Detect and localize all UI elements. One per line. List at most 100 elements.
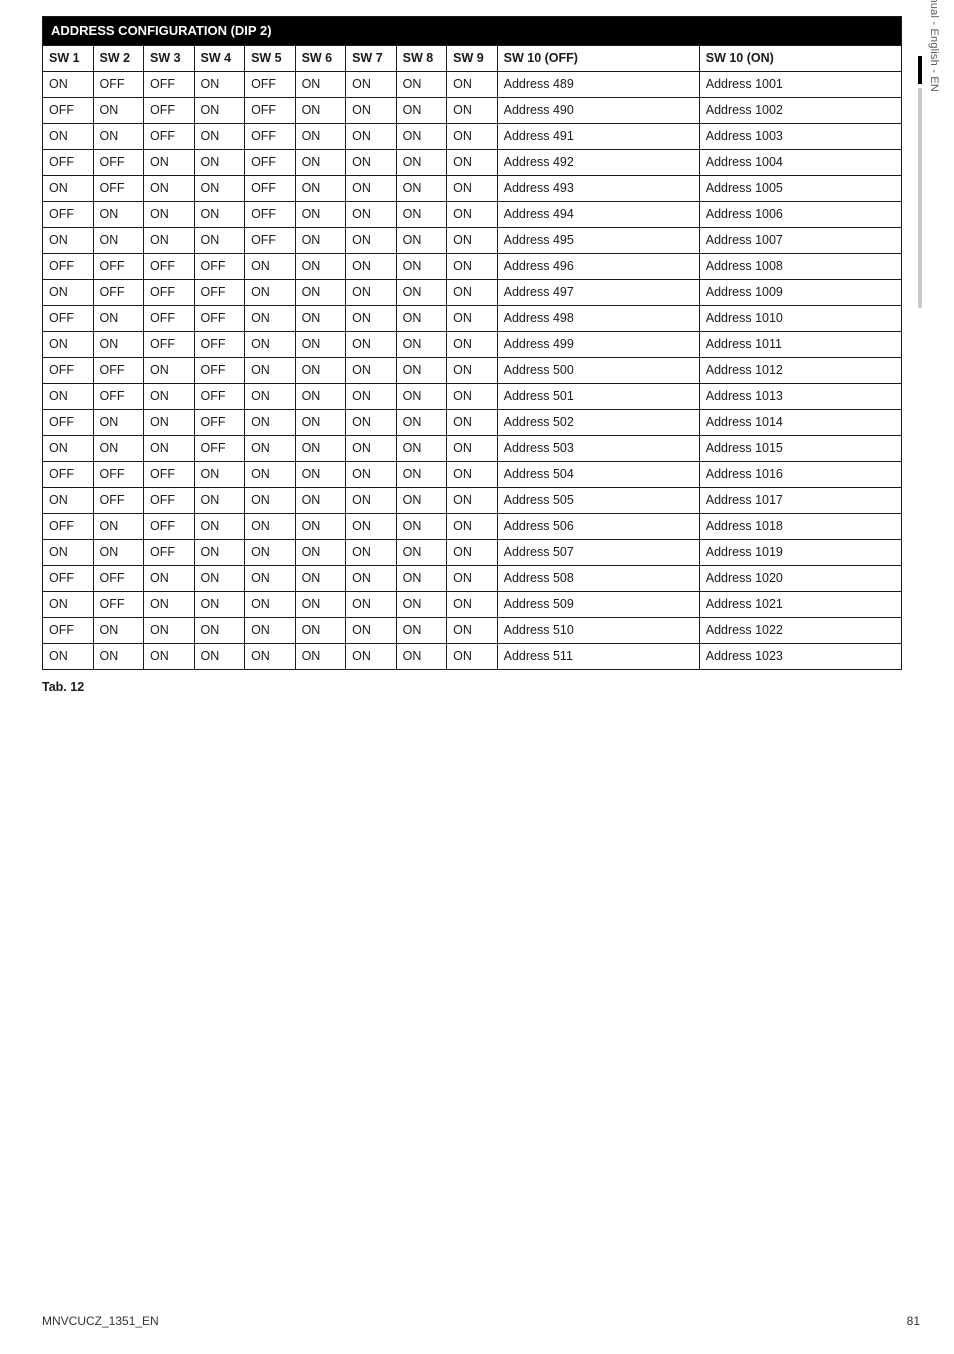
table-cell: ON (93, 201, 144, 227)
table-cell: ON (144, 617, 195, 643)
table-row: ONOFFOFFOFFONONONONONAddress 497Address … (43, 279, 902, 305)
table-cell: OFF (93, 357, 144, 383)
table-row: OFFOFFONONOFFONONONONAddress 492Address … (43, 149, 902, 175)
table-row: ONOFFOFFONONONONONONAddress 505Address 1… (43, 487, 902, 513)
table-cell: OFF (144, 71, 195, 97)
table-cell: ON (43, 487, 94, 513)
table-cell: ON (295, 149, 346, 175)
table-cell: OFF (245, 71, 296, 97)
table-row: ONONONONOFFONONONONAddress 495Address 10… (43, 227, 902, 253)
table-cell: ON (245, 643, 296, 669)
table-cell: OFF (194, 279, 245, 305)
table-cell: Address 1001 (699, 71, 901, 97)
table-cell: Address 490 (497, 97, 699, 123)
table-cell: OFF (194, 383, 245, 409)
table-cell: ON (144, 201, 195, 227)
table-cell: ON (93, 513, 144, 539)
table-cell: ON (447, 461, 498, 487)
table-cell: ON (396, 97, 447, 123)
table-cell: Address 496 (497, 253, 699, 279)
table-cell: ON (43, 123, 94, 149)
table-cell: OFF (144, 331, 195, 357)
table-row: OFFOFFOFFONONONONONONAddress 504Address … (43, 461, 902, 487)
table-cell: ON (194, 461, 245, 487)
table-cell: ON (447, 617, 498, 643)
col-header: SW 8 (396, 45, 447, 71)
table-cell: ON (295, 71, 346, 97)
table-cell: OFF (93, 279, 144, 305)
table-title-row: ADDRESS CONFIGURATION (DIP 2) (43, 17, 902, 46)
table-cell: ON (346, 409, 397, 435)
table-cell: ON (144, 175, 195, 201)
col-header: SW 4 (194, 45, 245, 71)
table-cell: ON (295, 435, 346, 461)
table-cell: Address 1016 (699, 461, 901, 487)
table-cell: ON (245, 487, 296, 513)
address-config-table: ADDRESS CONFIGURATION (DIP 2) SW 1 SW 2 … (42, 16, 902, 670)
table-cell: OFF (43, 565, 94, 591)
table-cell: ON (93, 97, 144, 123)
table-cell: ON (346, 539, 397, 565)
table-cell: ON (447, 409, 498, 435)
table-cell: Address 500 (497, 357, 699, 383)
col-header: SW 10 (OFF) (497, 45, 699, 71)
table-cell: OFF (93, 591, 144, 617)
table-cell: Address 511 (497, 643, 699, 669)
table-cell: Address 1009 (699, 279, 901, 305)
table-cell: ON (396, 487, 447, 513)
table-cell: ON (396, 71, 447, 97)
table-cell: OFF (144, 279, 195, 305)
table-cell: ON (93, 435, 144, 461)
table-cell: ON (346, 461, 397, 487)
table-cell: Address 503 (497, 435, 699, 461)
table-cell: ON (93, 409, 144, 435)
table-cell: ON (447, 357, 498, 383)
table-cell: ON (43, 227, 94, 253)
table-cell: Address 1018 (699, 513, 901, 539)
table-cell: ON (346, 513, 397, 539)
col-header: SW 2 (93, 45, 144, 71)
col-header: SW 5 (245, 45, 296, 71)
table-cell: OFF (93, 565, 144, 591)
table-cell: ON (295, 565, 346, 591)
table-cell: OFF (93, 71, 144, 97)
table-cell: OFF (245, 149, 296, 175)
table-cell: Address 1007 (699, 227, 901, 253)
table-cell: Address 1015 (699, 435, 901, 461)
table-cell: ON (295, 123, 346, 149)
table-cell: ON (43, 591, 94, 617)
table-cell: ON (447, 305, 498, 331)
table-cell: ON (295, 513, 346, 539)
table-cell: ON (346, 435, 397, 461)
table-cell: ON (245, 513, 296, 539)
table-cell: OFF (93, 461, 144, 487)
table-cell: OFF (245, 175, 296, 201)
table-cell: Address 494 (497, 201, 699, 227)
table-cell: ON (447, 253, 498, 279)
table-cell: ON (295, 539, 346, 565)
table-cell: ON (447, 487, 498, 513)
table-cell: ON (194, 71, 245, 97)
table-cell: ON (396, 461, 447, 487)
table-cell: OFF (194, 331, 245, 357)
side-margin: Instructions manual - English - EN (908, 56, 926, 316)
table-cell: ON (93, 305, 144, 331)
table-cell: OFF (144, 461, 195, 487)
table-cell: ON (396, 123, 447, 149)
table-cell: Address 505 (497, 487, 699, 513)
table-cell: Address 1011 (699, 331, 901, 357)
table-cell: ON (396, 539, 447, 565)
table-cell: Address 495 (497, 227, 699, 253)
table-cell: OFF (93, 487, 144, 513)
table-cell: OFF (194, 305, 245, 331)
table-cell: OFF (43, 357, 94, 383)
table-cell: ON (396, 149, 447, 175)
table-cell: ON (43, 331, 94, 357)
table-cell: ON (447, 279, 498, 305)
table-cell: Address 1010 (699, 305, 901, 331)
table-cell: ON (447, 435, 498, 461)
table-cell: ON (346, 487, 397, 513)
table-cell: ON (447, 71, 498, 97)
table-cell: OFF (194, 409, 245, 435)
table-cell: ON (93, 617, 144, 643)
